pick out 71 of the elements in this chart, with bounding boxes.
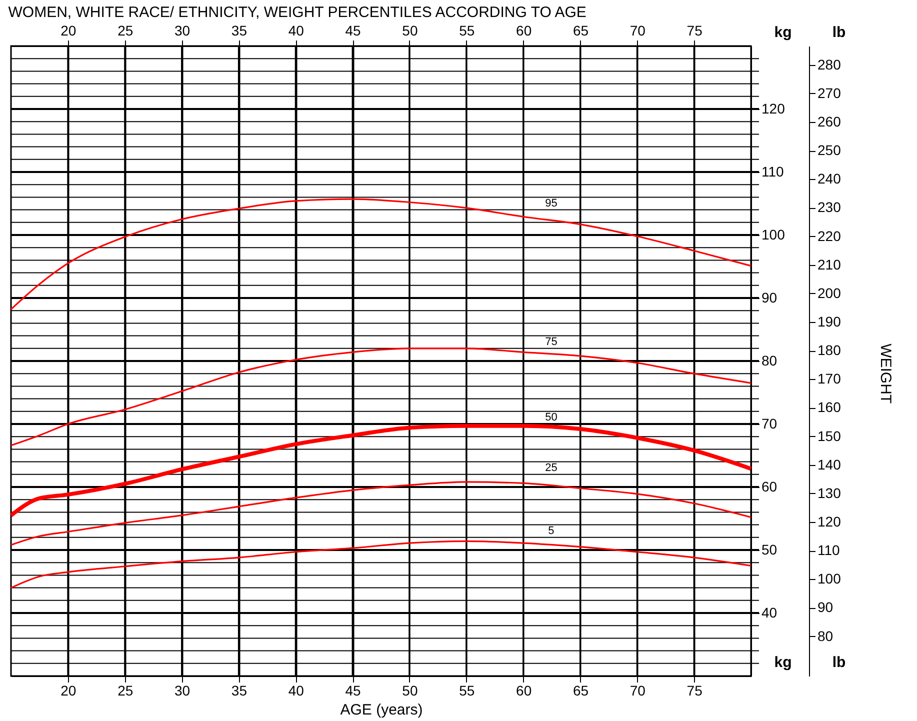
line-series <box>10 348 752 446</box>
y2-tick-label: 240 <box>818 170 842 187</box>
y2-tick-label: 170 <box>818 370 842 387</box>
y2-tick-label: 130 <box>818 484 842 501</box>
y-tick-label: 90 <box>762 290 778 306</box>
y-axis-title: kg <box>774 654 792 671</box>
line-series <box>10 198 752 310</box>
x-tick-label: 50 <box>402 682 418 698</box>
y-tick-label: 40 <box>762 604 778 620</box>
x2-tick-label: 45 <box>345 22 362 38</box>
x-tick-label: 40 <box>288 682 304 698</box>
y-tick-label: 60 <box>762 478 778 494</box>
x-tick-label: 60 <box>516 682 532 698</box>
x-tick-label: 25 <box>118 682 134 698</box>
y2-tick-label: 210 <box>818 256 842 272</box>
x-tick-label: 70 <box>630 682 646 698</box>
y2-tick-label: 150 <box>818 428 842 444</box>
line-series <box>10 540 752 589</box>
y2-tick-label: 80 <box>818 628 834 644</box>
x2-tick-label: 55 <box>459 22 475 38</box>
chart-title: WOMEN, WHITE RACE/ ETHNICITY, WEIGHT PERCENTILES ACCORDING TO AGE <box>8 4 586 21</box>
y2-tick-label: 180 <box>818 342 842 358</box>
x-tick-label: 20 <box>60 682 76 698</box>
y2-tick-label: 140 <box>818 456 842 472</box>
line-series <box>9 424 753 518</box>
x2-tick-label: 25 <box>118 22 134 38</box>
series-label: 50 <box>545 412 558 424</box>
y2-tick-label: 230 <box>818 199 842 216</box>
x2-tick-label: 75 <box>686 22 703 38</box>
x2-tick-label: 40 <box>288 22 304 38</box>
y2-tick-label: 250 <box>818 142 842 158</box>
text: kg <box>774 24 792 41</box>
x-tick-label: 35 <box>231 682 248 698</box>
x-tick-label: 45 <box>345 682 362 698</box>
x2-tick-label: 35 <box>231 22 248 38</box>
x-axis-title: AGE (years) <box>340 702 423 718</box>
x2-tick-label: 50 <box>402 22 418 38</box>
y2-tick-label: 110 <box>818 542 840 558</box>
x2-tick-label: 60 <box>516 22 532 38</box>
y-tick-label: 110 <box>762 164 784 180</box>
y2-tick-label: 90 <box>818 599 834 616</box>
y2-tick-label: 120 <box>818 514 842 530</box>
x2-tick-label: 65 <box>572 22 589 38</box>
y-tick-label: 80 <box>762 352 778 368</box>
y2-tick-label: 270 <box>818 84 842 101</box>
y2-tick-label: 190 <box>818 314 842 330</box>
y2-tick-label: 220 <box>818 228 842 244</box>
y-tick-label: 70 <box>762 416 778 432</box>
x2-tick-label: 20 <box>60 22 76 38</box>
series-label: 75 <box>545 336 558 348</box>
y2-tick-label: 160 <box>818 399 842 416</box>
x-tick-label: 75 <box>686 682 703 698</box>
y-tick-label: 100 <box>762 226 786 242</box>
y2-tick-label: 280 <box>818 56 842 72</box>
x2-tick-label: 30 <box>174 22 190 38</box>
line-series <box>10 481 752 546</box>
text: lb <box>832 24 846 41</box>
x-tick-label: 30 <box>174 682 190 698</box>
x-tick-label: 55 <box>459 682 475 698</box>
y2-tick-label: 260 <box>818 114 842 130</box>
y2-axis-title: lb <box>832 654 846 671</box>
series-label: 5 <box>548 525 554 538</box>
y2-tick-label: 100 <box>818 570 842 587</box>
text: WEIGHT <box>877 344 894 404</box>
series-label: 95 <box>545 198 558 210</box>
y-tick-label: 120 <box>762 100 786 116</box>
x-tick-label: 65 <box>572 682 589 698</box>
y-tick-label: 50 <box>762 542 778 558</box>
series-label: 25 <box>545 462 558 474</box>
y2-tick-label: 200 <box>818 284 842 301</box>
x2-tick-label: 70 <box>630 22 646 38</box>
